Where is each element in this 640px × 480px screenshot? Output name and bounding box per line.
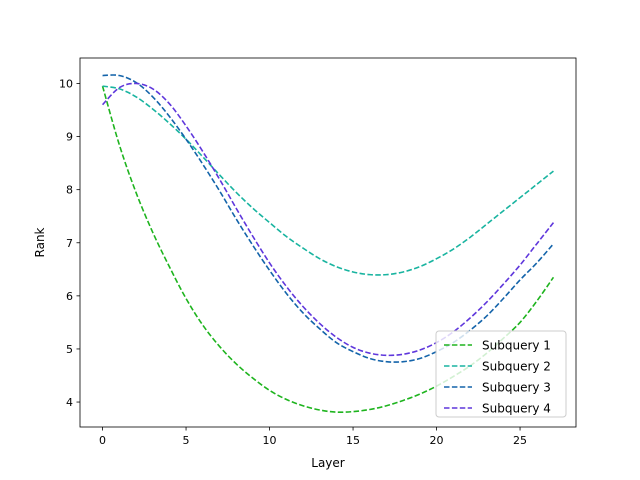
legend: Subquery 1 Subquery 2 Subquery 3 Subquery 4 — [435, 330, 567, 418]
legend-box — [435, 330, 567, 418]
y-axis-ticks: 4 5 6 7 8 9 10 — [59, 77, 80, 409]
series-line-subquery-2 — [102, 85, 554, 276]
x-tick-label: 5 — [183, 434, 190, 447]
y-tick-label: 9 — [66, 131, 73, 144]
legend-label: Subquery 2 — [482, 360, 551, 374]
legend-label: Subquery 3 — [482, 381, 551, 395]
y-tick-label: 8 — [66, 184, 73, 197]
series-line-subquery-3 — [102, 74, 555, 363]
y-tick-label: 7 — [66, 237, 73, 250]
series-line-subquery-4 — [101, 82, 555, 357]
legend-label: Subquery 1 — [482, 339, 551, 353]
y-tick-label: 5 — [66, 343, 73, 356]
y-axis-label: Rank — [33, 227, 47, 257]
x-tick-label: 25 — [513, 434, 527, 447]
legend-label: Subquery 4 — [482, 402, 551, 416]
x-tick-label: 0 — [99, 434, 106, 447]
x-axis-ticks: 0 5 10 15 20 25 — [99, 427, 527, 447]
x-tick-label: 15 — [346, 434, 360, 447]
x-tick-label: 20 — [430, 434, 444, 447]
y-tick-label: 10 — [59, 77, 73, 90]
x-tick-label: 10 — [263, 434, 277, 447]
y-tick-label: 4 — [66, 396, 73, 409]
x-axis-label: Layer — [311, 456, 345, 470]
y-tick-label: 6 — [66, 290, 73, 303]
